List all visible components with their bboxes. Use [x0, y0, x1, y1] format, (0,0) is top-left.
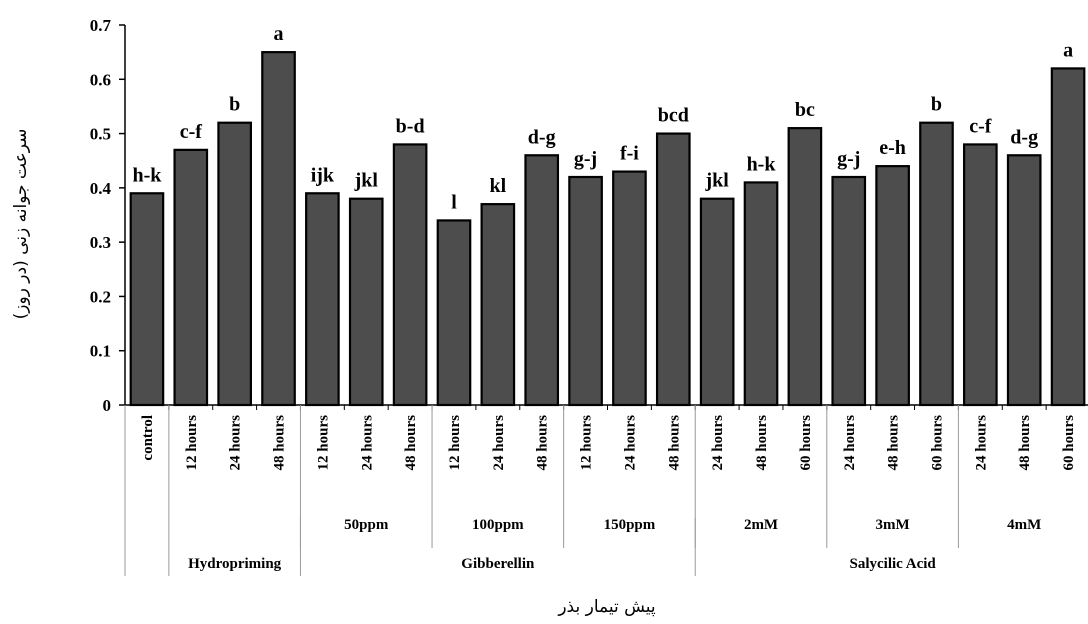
category-label: 24 hours: [622, 415, 638, 471]
category-label: 60 hours: [929, 415, 945, 471]
significance-letter: a: [274, 23, 284, 45]
bar: [831, 175, 867, 407]
significance-letter: bc: [795, 99, 815, 121]
category-label: 48 hours: [403, 415, 419, 471]
bars: [129, 51, 1086, 407]
x-axis: [124, 404, 1088, 410]
group-labels: 50ppm 100ppm 150ppm 2mM 3mM 4mM Hydropriming Gi…: [124, 405, 1041, 576]
bar: [919, 121, 954, 407]
subgroup-label: 2mM: [744, 517, 778, 533]
bar: [1006, 154, 1042, 407]
significance-letter: c-f: [180, 121, 203, 143]
y-tick-label: 0.5: [90, 125, 111, 144]
category-label: 24 hours: [228, 415, 244, 471]
category-labels: control 12 hours 24 hours 48 hours 12 hours 2…: [140, 415, 1077, 471]
y-tick-label: 0.2: [90, 287, 111, 306]
category-label: 60 hours: [1061, 415, 1077, 471]
subgroup-label: 100ppm: [472, 517, 524, 533]
subgroup-label: 3mM: [876, 517, 910, 533]
y-tick-label: 0.1: [90, 342, 111, 361]
y-tick-label: 0.6: [90, 70, 111, 89]
bar: [612, 170, 647, 407]
bar: [655, 132, 691, 407]
y-tick-label: 0.7: [90, 16, 112, 35]
category-label: 24 hours: [842, 415, 858, 471]
bar: [524, 154, 560, 407]
bar: [699, 197, 735, 407]
significance-letter: jkl: [354, 170, 379, 192]
category-label: 24 hours: [491, 415, 507, 471]
group-label: Gibberellin: [461, 556, 535, 572]
significance-letter: g-j: [837, 148, 860, 170]
subgroup-label: 4mM: [1007, 517, 1041, 533]
significance-letter: b: [229, 94, 240, 116]
y-axis-title: سرعت جوانه زنی (در روز): [11, 129, 31, 320]
category-label: 12 hours: [447, 415, 463, 471]
bar: [875, 165, 910, 407]
bar: [1050, 67, 1086, 407]
significance-letter: d-g: [528, 126, 556, 148]
significance-letter: e-h: [879, 137, 906, 159]
bar: [217, 121, 252, 407]
group-label: Salycilic Acid: [849, 556, 936, 572]
significance-letter: bcd: [658, 105, 689, 127]
bar: [480, 203, 516, 407]
significance-letter: b-d: [396, 115, 425, 137]
category-label: 12 hours: [315, 415, 331, 471]
category-label: 48 hours: [1017, 415, 1033, 471]
bar: [787, 127, 823, 407]
significance-letter: l: [451, 191, 457, 213]
bar: [305, 192, 340, 407]
significance-letter: ijk: [311, 164, 335, 186]
category-label: 12 hours: [184, 415, 200, 471]
category-label: 48 hours: [272, 415, 288, 471]
significance-letter: a: [1063, 39, 1073, 61]
category-label: 24 hours: [359, 415, 375, 471]
category-label: 24 hours: [710, 415, 726, 471]
significance-letter: kl: [489, 175, 506, 197]
category-label: control: [140, 415, 156, 461]
subgroup-label: 150ppm: [604, 517, 656, 533]
significance-letter: d-g: [1010, 126, 1038, 148]
y-axis: 0 0.1 0.2 0.3 0.4 0.5 0.6 0.7: [90, 16, 126, 415]
y-tick-label: 0.3: [90, 233, 111, 252]
category-label: 48 hours: [535, 415, 551, 471]
bar: [173, 148, 209, 407]
significance-letter: f-i: [620, 143, 639, 165]
significance-letter: h-k: [747, 153, 777, 175]
significance-letter: b: [931, 94, 942, 116]
bar: [436, 219, 472, 407]
group-label: Hydropriming: [188, 556, 282, 572]
bar: [568, 175, 603, 407]
bar: [261, 51, 296, 407]
bar: [348, 197, 384, 407]
category-label: 48 hours: [754, 415, 770, 471]
category-label: 24 hours: [973, 415, 989, 471]
bar: [743, 181, 779, 407]
bar: [392, 143, 428, 407]
significance-letter: c-f: [969, 115, 992, 137]
category-label: 48 hours: [886, 415, 902, 471]
significance-letter: h-k: [132, 164, 162, 186]
significance-letter: jkl: [704, 170, 729, 192]
x-axis-title: پیش تیمار بذر: [557, 597, 656, 617]
category-label: 48 hours: [666, 415, 682, 471]
category-label: 12 hours: [579, 415, 595, 471]
significance-letter: g-j: [574, 148, 597, 170]
category-label: 60 hours: [798, 415, 814, 471]
subgroup-label: 50ppm: [344, 517, 389, 533]
y-tick-label: 0: [103, 396, 112, 415]
bar: [963, 143, 998, 407]
bar: [129, 192, 165, 407]
y-tick-label: 0.4: [90, 179, 112, 198]
